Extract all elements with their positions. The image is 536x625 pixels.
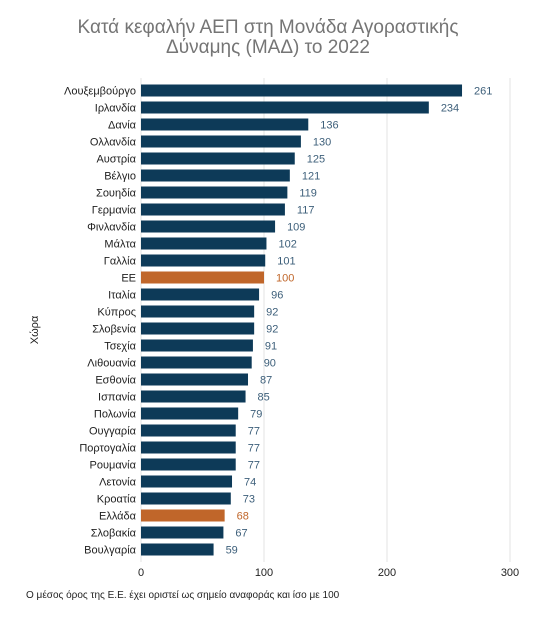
category-label: Γερμανία (92, 205, 137, 217)
value-label: 96 (271, 290, 283, 302)
category-label: Πορτογαλία (79, 443, 136, 455)
bar-chart: 0 100 200 300 Λουξεμβούργο 261 Ιρλανδία 234 Δανί… (29, 78, 519, 580)
category-label: Λουξεμβούργο (64, 86, 136, 98)
value-label: 79 (250, 409, 262, 421)
chart-title-line-1: Κατά κεφαλήν ΑΕΠ στη Μονάδα Αγοραστικής (77, 17, 459, 38)
value-label: 74 (244, 477, 256, 489)
category-label: Τσεχία (104, 341, 136, 353)
bar (141, 101, 429, 114)
bar (141, 441, 236, 454)
category-label: Ουγγαρία (89, 426, 137, 438)
y-axis-title: Χώρα (29, 315, 41, 344)
category-label: Σλοβενία (92, 324, 136, 336)
x-tick-label: 300 (501, 567, 519, 579)
category-label: Δανία (108, 120, 137, 132)
bar (141, 203, 285, 216)
value-label: 85 (258, 392, 270, 404)
category-label: Λετονία (99, 477, 137, 489)
bar (141, 373, 249, 386)
value-label: 73 (243, 494, 255, 506)
category-label: Κύπρος (97, 307, 136, 319)
bar (141, 475, 233, 488)
value-label: 77 (248, 426, 260, 438)
bar (141, 407, 239, 420)
bar (141, 84, 463, 97)
bar (141, 458, 236, 471)
category-label: Σλοβακία (91, 528, 137, 540)
value-label: 102 (278, 239, 296, 251)
labels: 0 100 200 300 Λουξεμβούργο 261 Ιρλανδία 234 Δανί… (64, 86, 519, 580)
value-label: 136 (320, 120, 338, 132)
bar (141, 186, 288, 199)
bar (141, 135, 301, 148)
x-tick-label: 200 (378, 567, 396, 579)
bar (141, 169, 290, 182)
value-label: 90 (264, 358, 276, 370)
bar (141, 237, 267, 250)
category-label: Ρουμανία (90, 460, 137, 472)
category-label: Ελλάδα (99, 511, 137, 523)
category-label: Λιθουανία (87, 358, 136, 370)
category-label: Ολλανδία (90, 137, 137, 149)
value-label: 125 (307, 154, 325, 166)
category-label: Βουλγαρία (84, 545, 137, 557)
category-label: Ισπανία (98, 392, 137, 404)
bar (141, 322, 255, 335)
value-label: 87 (260, 375, 272, 387)
category-label: Σουηδία (96, 188, 137, 200)
category-label: Πολωνία (94, 409, 137, 421)
grid-lines (140, 78, 511, 562)
bar (141, 424, 236, 437)
x-tick-label: 100 (255, 567, 273, 579)
category-label: Κροατία (97, 494, 137, 506)
bar (141, 288, 260, 301)
bar (141, 509, 225, 522)
value-label: 130 (313, 137, 331, 149)
value-label: 100 (276, 273, 294, 285)
bar (141, 271, 264, 284)
category-label: Ιρλανδία (95, 103, 137, 115)
category-label: Φινλανδία (87, 222, 136, 234)
value-label: 67 (235, 528, 247, 540)
category-label: Εσθονία (95, 375, 136, 387)
category-label: Γαλλία (104, 256, 137, 268)
value-label: 109 (287, 222, 305, 234)
value-label: 92 (266, 324, 278, 336)
bar (141, 492, 231, 505)
bar (141, 305, 255, 318)
value-label: 117 (297, 205, 315, 217)
value-label: 121 (302, 171, 320, 183)
value-label: 59 (226, 545, 238, 557)
category-label: Μάλτα (104, 239, 136, 251)
bar (141, 118, 309, 131)
value-label: 119 (299, 188, 317, 200)
bar (141, 356, 252, 369)
bar (141, 390, 246, 403)
bar (141, 152, 295, 165)
value-label: 92 (266, 307, 278, 319)
category-label: Βέλγιο (104, 171, 136, 183)
chart-title-line-2: Δύναμης (ΜΑΔ) το 2022 (166, 37, 370, 58)
category-label: ΕΕ (121, 273, 136, 285)
value-label: 234 (441, 103, 459, 115)
bar (141, 254, 266, 267)
footnote: Ο μέσος όρος της Ε.Ε. έχει οριστεί ως ση… (26, 590, 340, 601)
category-label: Αυστρία (96, 154, 136, 166)
value-label: 68 (237, 511, 249, 523)
chart-title: Κατά κεφαλήν ΑΕΠ στη Μονάδα Αγοραστικής … (0, 18, 536, 58)
bar (141, 543, 214, 556)
value-label: 101 (277, 256, 295, 268)
bar (141, 526, 224, 539)
value-label: 261 (474, 86, 492, 98)
x-tick-label: 0 (138, 567, 144, 579)
value-label: 77 (248, 443, 260, 455)
bar (141, 220, 276, 233)
bar (141, 339, 253, 352)
category-label: Ιταλία (108, 290, 137, 302)
value-label: 91 (265, 341, 277, 353)
value-label: 77 (248, 460, 260, 472)
bars (141, 84, 463, 556)
